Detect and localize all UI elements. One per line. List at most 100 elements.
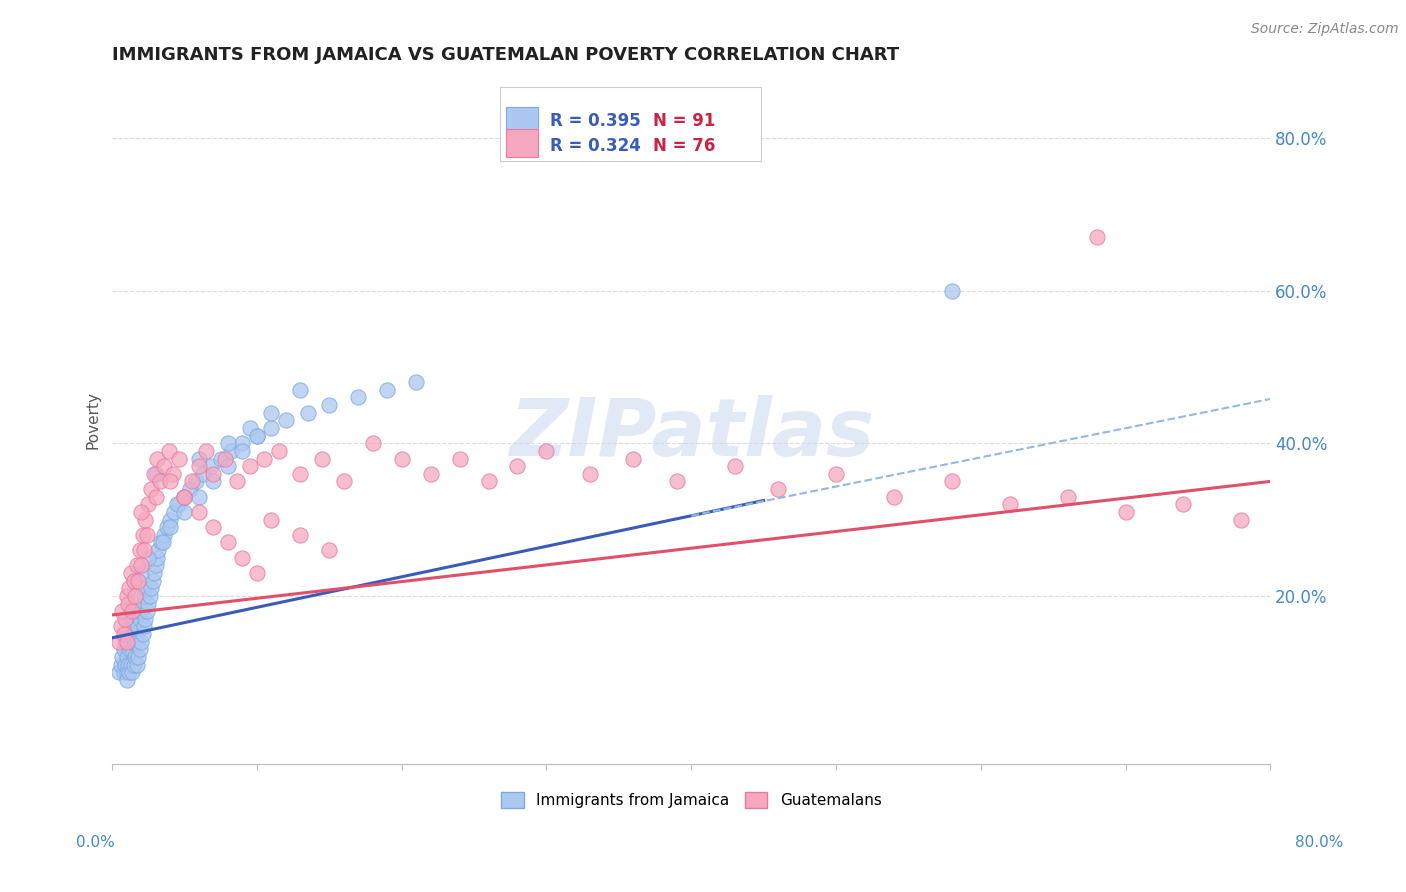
Point: [159, 520, 181, 534]
Point: [195, 443, 218, 458]
Point: [274, 413, 297, 427]
Point: [202, 467, 225, 481]
Point: [152, 535, 174, 549]
Point: [110, 657, 132, 672]
Point: [145, 467, 167, 481]
Point: [311, 451, 333, 466]
Point: [145, 490, 167, 504]
Text: Source: ZipAtlas.com: Source: ZipAtlas.com: [1251, 22, 1399, 37]
Point: [536, 443, 558, 458]
Point: [132, 589, 155, 603]
Point: [290, 467, 312, 481]
Text: 80.0%: 80.0%: [1295, 836, 1343, 850]
Point: [143, 566, 166, 580]
Point: [108, 665, 131, 680]
Text: R = 0.324: R = 0.324: [550, 136, 641, 154]
Point: [202, 475, 225, 489]
Point: [127, 650, 149, 665]
Point: [117, 634, 139, 648]
Point: [131, 627, 153, 641]
Point: [134, 612, 156, 626]
Point: [231, 443, 253, 458]
Point: [134, 512, 156, 526]
Point: [766, 482, 789, 496]
Point: [110, 619, 132, 633]
Point: [125, 657, 148, 672]
Point: [136, 497, 159, 511]
Point: [142, 574, 165, 588]
Point: [111, 650, 134, 665]
Point: [167, 451, 190, 466]
Point: [115, 650, 138, 665]
Y-axis label: Poverty: Poverty: [86, 392, 100, 450]
Point: [122, 634, 145, 648]
Point: [579, 467, 602, 481]
Point: [122, 657, 145, 672]
Text: N = 91: N = 91: [652, 112, 716, 130]
Point: [246, 566, 269, 580]
Point: [120, 634, 142, 648]
Point: [128, 612, 150, 626]
Point: [231, 550, 253, 565]
Point: [121, 604, 143, 618]
Point: [290, 383, 312, 397]
Point: [193, 467, 215, 481]
Point: [129, 604, 152, 618]
FancyBboxPatch shape: [501, 87, 761, 161]
Point: [1173, 497, 1195, 511]
Point: [114, 657, 136, 672]
Point: [217, 436, 239, 450]
Point: [209, 451, 232, 466]
Point: [135, 604, 157, 618]
Point: [318, 543, 340, 558]
Point: [318, 398, 340, 412]
Point: [134, 581, 156, 595]
Point: [375, 383, 398, 397]
Point: [1230, 512, 1253, 526]
Point: [290, 528, 312, 542]
Point: [188, 490, 211, 504]
Point: [121, 642, 143, 657]
Point: [1115, 505, 1137, 519]
Point: [112, 642, 135, 657]
Point: [163, 505, 186, 519]
Point: [162, 467, 184, 481]
Point: [998, 497, 1021, 511]
Point: [253, 451, 276, 466]
Point: [146, 451, 169, 466]
Point: [114, 612, 136, 626]
Point: [153, 459, 176, 474]
Point: [239, 421, 262, 435]
Point: [118, 619, 141, 633]
Point: [1056, 490, 1078, 504]
Point: [173, 505, 195, 519]
Point: [361, 436, 384, 450]
Point: [449, 451, 471, 466]
Point: [117, 597, 139, 611]
Point: [117, 657, 139, 672]
Point: [825, 467, 848, 481]
Point: [149, 475, 172, 489]
Point: [128, 543, 150, 558]
Point: [260, 406, 283, 420]
Point: [148, 543, 170, 558]
Point: [260, 421, 283, 435]
Point: [115, 673, 138, 687]
Point: [131, 597, 153, 611]
Point: [125, 558, 148, 573]
Point: [188, 459, 211, 474]
Point: [139, 589, 162, 603]
Point: [173, 490, 195, 504]
Point: [883, 490, 905, 504]
Point: [118, 642, 141, 657]
Point: [112, 665, 135, 680]
Point: [124, 627, 146, 641]
Point: [114, 634, 136, 648]
Point: [297, 406, 319, 420]
Point: [180, 475, 202, 489]
Point: [724, 459, 747, 474]
Point: [157, 443, 180, 458]
Point: [159, 512, 181, 526]
Point: [1085, 230, 1108, 244]
Point: [225, 475, 247, 489]
